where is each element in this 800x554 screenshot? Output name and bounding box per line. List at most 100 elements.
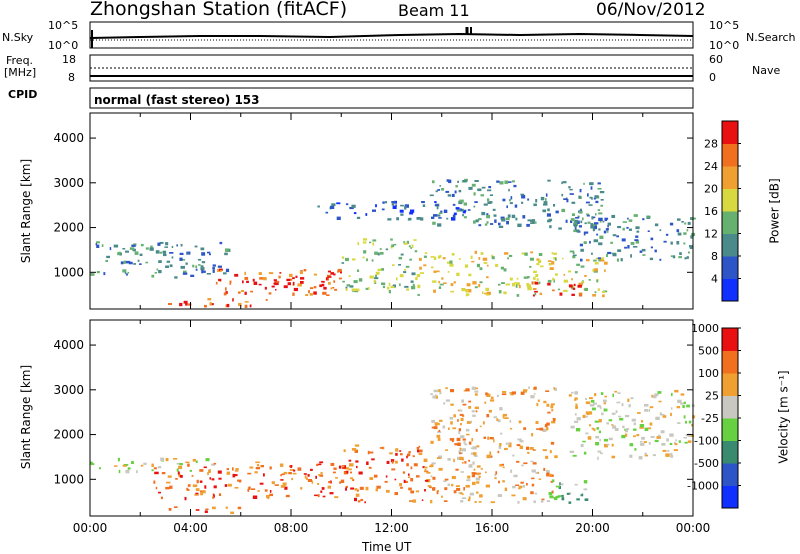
- echo-cell: [167, 475, 172, 478]
- echo-cell: [478, 284, 481, 288]
- echo-cell: [313, 291, 317, 295]
- echo-cell: [484, 401, 487, 404]
- echo-cell: [480, 252, 484, 255]
- echo-cell: [325, 277, 328, 281]
- echo-cell: [580, 258, 583, 262]
- echo-cell: [531, 483, 535, 487]
- echo-cell: [600, 259, 605, 262]
- echo-cell: [518, 485, 523, 488]
- cpid-label: CPID: [8, 88, 38, 101]
- echo-cell: [265, 299, 268, 301]
- echo-cell: [429, 486, 432, 489]
- echo-cell: [131, 244, 136, 247]
- echo-cell: [459, 492, 463, 495]
- echo-cell: [432, 180, 435, 184]
- echo-cell: [636, 230, 640, 233]
- echo-cell: [590, 225, 595, 229]
- echo-cell: [285, 494, 290, 498]
- echo-cell: [434, 201, 437, 204]
- echo-cell: [389, 452, 393, 455]
- echo-cell: [576, 263, 580, 266]
- echo-cell: [289, 469, 294, 471]
- echo-cell: [467, 498, 471, 502]
- echo-cell: [597, 209, 601, 211]
- echo-cell: [538, 253, 543, 256]
- echo-cell: [629, 443, 634, 447]
- echo-cell: [542, 428, 547, 432]
- echo-cell: [466, 433, 470, 436]
- echo-cell: [468, 459, 470, 462]
- echo-cell: [322, 291, 327, 295]
- echo-cell: [626, 226, 629, 229]
- echo-cell: [123, 260, 126, 264]
- echo-cell: [281, 473, 285, 476]
- echo-cell: [472, 446, 477, 450]
- echo-cell: [575, 217, 580, 219]
- echo-cell: [567, 270, 572, 273]
- echo-cell: [246, 280, 249, 283]
- echo-cell: [437, 223, 442, 227]
- echo-cell: [132, 248, 136, 252]
- echo-cell: [455, 207, 460, 210]
- echo-cell: [521, 252, 526, 255]
- echo-cell: [594, 393, 597, 397]
- echo-cell: [279, 272, 282, 274]
- echo-cell: [511, 214, 516, 219]
- echo-cell: [500, 266, 504, 270]
- echo-cell: [350, 477, 354, 480]
- echo-cell: [459, 199, 464, 203]
- echo-cell: [655, 416, 660, 420]
- colorbar-tick-label: 12: [704, 228, 718, 241]
- echo-cell: [543, 400, 547, 404]
- echo-cell: [386, 489, 390, 493]
- echo-cell: [218, 278, 222, 282]
- echo-cell: [391, 202, 395, 206]
- echo-cell: [328, 281, 331, 285]
- echo-cell: [674, 389, 679, 393]
- echo-cell: [545, 390, 550, 392]
- echo-cell: [677, 218, 681, 221]
- echo-cell: [200, 247, 205, 251]
- echo-cell: [424, 489, 426, 492]
- echo-cell: [183, 270, 187, 274]
- echo-cell: [672, 255, 676, 259]
- echo-cell: [611, 412, 616, 415]
- echo-cell: [515, 217, 518, 221]
- echo-cell: [346, 284, 351, 287]
- echo-cell: [272, 481, 275, 485]
- echo-cell: [194, 494, 199, 496]
- echo-cell: [546, 403, 550, 407]
- echo-cell: [362, 241, 367, 244]
- echo-cell: [528, 386, 530, 389]
- echo-cell: [458, 450, 461, 454]
- echo-cell: [474, 180, 479, 182]
- echo-cell: [321, 280, 325, 283]
- echo-cell: [329, 492, 334, 495]
- echo-cell: [581, 493, 584, 497]
- echo-cell: [572, 254, 577, 257]
- echo-cell: [349, 206, 354, 210]
- echo-cell: [399, 483, 402, 487]
- echo-cell: [203, 270, 206, 273]
- echo-cell: [392, 205, 397, 209]
- echo-cell: [497, 450, 500, 454]
- echo-cell: [576, 229, 580, 233]
- echo-cell: [638, 456, 643, 460]
- echo-cell: [644, 404, 649, 407]
- echo-cell: [266, 494, 270, 499]
- echo-cell: [635, 240, 640, 244]
- echo-cell: [602, 291, 606, 293]
- echo-cell: [464, 443, 468, 446]
- echo-cell: [436, 206, 439, 210]
- echo-cell: [592, 268, 595, 272]
- echo-cell: [686, 229, 689, 232]
- echo-cell: [201, 270, 204, 274]
- echo-cell: [571, 286, 573, 290]
- echo-cell: [469, 492, 474, 496]
- echo-cell: [275, 280, 280, 283]
- echo-cell: [274, 484, 279, 486]
- echo-cell: [509, 277, 513, 281]
- echo-cell: [572, 251, 575, 255]
- echo-cell: [371, 458, 375, 461]
- echo-cell: [659, 412, 662, 416]
